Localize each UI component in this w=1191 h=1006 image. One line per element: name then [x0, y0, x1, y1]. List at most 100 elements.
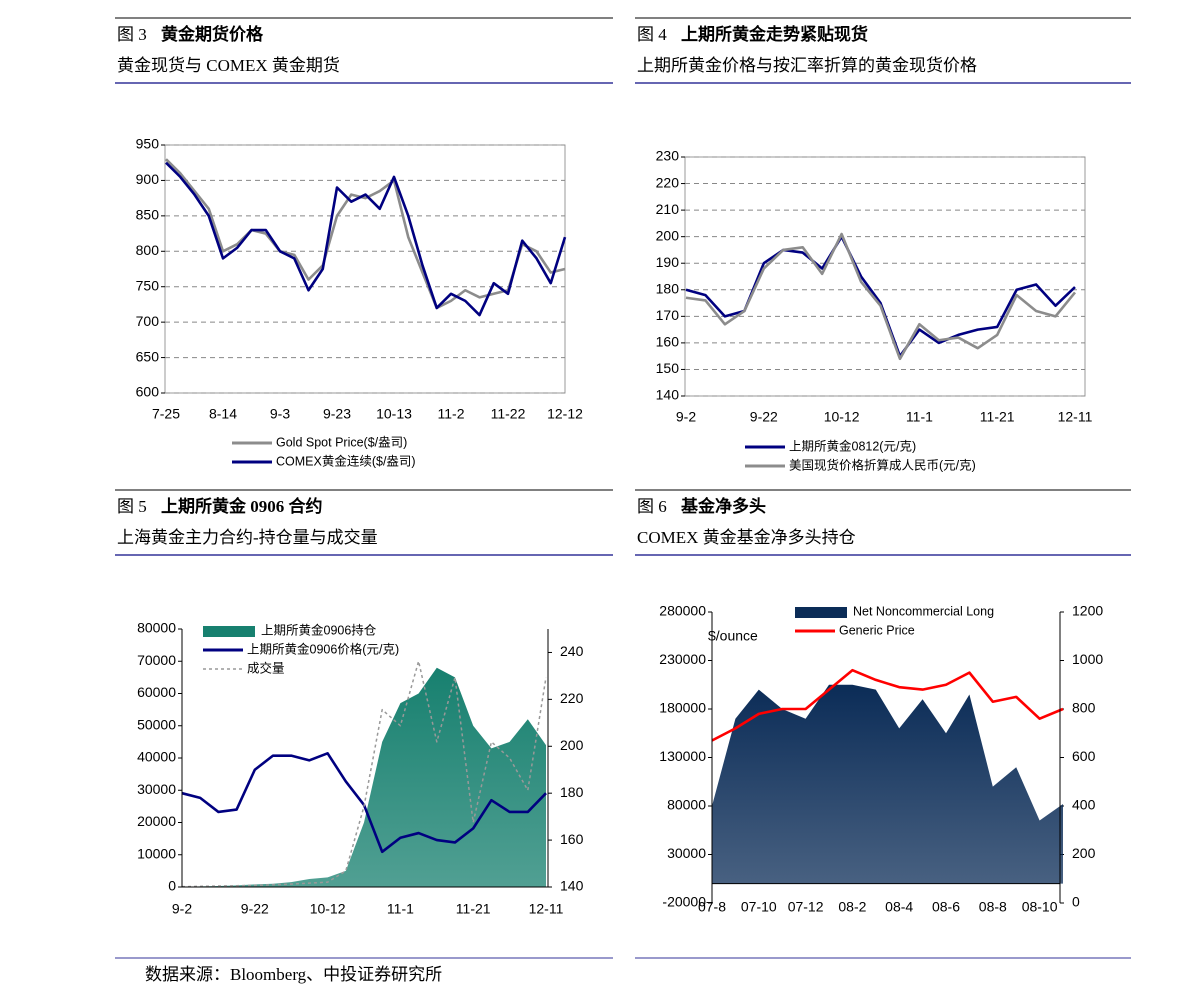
y2-tick-label: 200	[1072, 845, 1096, 861]
y2-tick-label: 400	[1072, 797, 1096, 813]
y-tick-label: 180000	[659, 700, 706, 716]
y-tick-label: 280000	[659, 603, 706, 619]
legend-swatch	[203, 626, 255, 637]
y-tick-label: 140	[656, 387, 680, 403]
y2-tick-label: 1200	[1072, 603, 1103, 619]
y-tick-label: 900	[136, 171, 160, 187]
x-tick-label: 7-25	[152, 406, 180, 422]
legend-label: 成交量	[247, 660, 285, 675]
y-tick-label: 800	[136, 242, 160, 258]
y-tick-label: 10000	[137, 845, 176, 861]
chart-title: 上期所黄金 0906 合约	[161, 496, 323, 516]
plot-area	[684, 156, 1086, 397]
y-tick-label: 650	[136, 348, 160, 364]
x-tick-label: 9-3	[270, 406, 290, 422]
chart-title: 黄金期货价格	[161, 24, 264, 44]
y-tick-label: 200	[656, 227, 680, 243]
y-tick-label: 600	[136, 384, 160, 400]
x-tick-label: 9-2	[676, 409, 696, 425]
y-tick-label: 750	[136, 277, 160, 293]
figure-label: 图 6	[637, 497, 667, 516]
legend-label: 上期所黄金0906持仓	[261, 622, 377, 637]
y-tick-label: -20000	[662, 894, 706, 910]
x-tick-label: 10-12	[310, 901, 346, 917]
y-tick-label: 30000	[667, 845, 706, 861]
x-tick-label: 10-12	[824, 409, 860, 425]
area	[182, 667, 546, 887]
y-tick-label: 130000	[659, 748, 706, 764]
x-tick-label: 8-14	[209, 406, 237, 422]
y2-tick-label: 240	[560, 643, 584, 659]
y-tick-label: 50000	[137, 716, 176, 732]
figure-label: 图 4	[637, 25, 667, 44]
y-tick-label: 40000	[137, 749, 176, 765]
line	[181, 660, 547, 888]
area	[712, 684, 1063, 884]
x-tick-label: 11-21	[456, 901, 491, 917]
y-tick-label: 60000	[137, 684, 176, 700]
y-tick-label: 700	[136, 313, 160, 329]
y-tick-label: 230	[656, 148, 680, 164]
y2-tick-label: 800	[1072, 700, 1096, 716]
legend-label: 上期所黄金0812(元/克)	[789, 438, 916, 453]
line	[165, 158, 566, 310]
y2-tick-label: 1000	[1072, 651, 1103, 667]
x-tick-label: 08-2	[838, 899, 866, 915]
legend-label: Net Noncommercial Long	[853, 604, 994, 618]
axis-unit: $/ounce	[708, 628, 758, 644]
x-tick-label: 11-22	[491, 406, 526, 422]
y-tick-label: 70000	[137, 652, 176, 668]
y2-tick-label: 0	[1072, 894, 1080, 910]
x-tick-label: 07-8	[698, 899, 726, 915]
y2-tick-label: 600	[1072, 748, 1096, 764]
y2-tick-label: 200	[560, 737, 584, 753]
y-tick-label: 0	[168, 878, 176, 894]
y-tick-label: 80000	[667, 797, 706, 813]
y-tick-label: 190	[656, 254, 680, 270]
x-tick-label: 12-12	[547, 406, 583, 422]
chart-subtitle: COMEX 黄金基金净多头持仓	[637, 528, 856, 547]
x-tick-label: 9-2	[172, 901, 192, 917]
line	[711, 668, 1064, 742]
x-tick-label: 08-4	[885, 899, 913, 915]
x-tick-label: 12-11	[1058, 409, 1093, 425]
y2-tick-label: 180	[560, 784, 584, 800]
x-tick-label: 08-8	[979, 899, 1007, 915]
y-tick-label: 950	[136, 136, 160, 152]
plot-area	[164, 144, 566, 394]
x-tick-label: 11-2	[438, 406, 465, 422]
figure-label: 图 5	[117, 497, 147, 516]
y-tick-label: 20000	[137, 813, 176, 829]
x-tick-label: 12-11	[529, 901, 564, 917]
y-tick-label: 30000	[137, 781, 176, 797]
chart-subtitle: 上期所黄金价格与按汇率折算的黄金现货价格	[637, 56, 977, 75]
y2-tick-label: 160	[560, 831, 584, 847]
y-tick-label: 210	[656, 201, 680, 217]
y-tick-label: 80000	[137, 620, 176, 636]
x-tick-label: 08-10	[1022, 899, 1058, 915]
y2-tick-label: 220	[560, 690, 584, 706]
y-tick-label: 180	[656, 280, 680, 296]
x-tick-label: 11-21	[980, 409, 1015, 425]
legend-label: 上期所黄金0906价格(元/克)	[247, 641, 399, 656]
y-tick-label: 230000	[659, 651, 706, 667]
figure-label: 图 3	[117, 25, 147, 44]
x-tick-label: 10-13	[376, 406, 412, 422]
x-tick-label: 08-6	[932, 899, 960, 915]
line	[165, 161, 567, 317]
source-note: 数据来源：Bloomberg、中投证券研究所	[145, 965, 442, 984]
y2-tick-label: 140	[560, 878, 584, 894]
x-tick-label: 07-12	[788, 899, 824, 915]
x-tick-label: 9-22	[750, 409, 778, 425]
legend-label: COMEX黄金连续($/盎司)	[276, 453, 416, 468]
x-tick-label: 11-1	[906, 409, 933, 425]
y-tick-label: 150	[656, 360, 680, 376]
y-tick-label: 170	[656, 307, 680, 323]
x-tick-label: 11-1	[387, 901, 414, 917]
chart-title: 上期所黄金走势紧贴现货	[681, 24, 868, 44]
line	[685, 232, 1077, 361]
legend-swatch	[795, 607, 847, 618]
legend-label: Generic Price	[839, 623, 915, 637]
chart-subtitle: 黄金现货与 COMEX 黄金期货	[117, 56, 340, 75]
